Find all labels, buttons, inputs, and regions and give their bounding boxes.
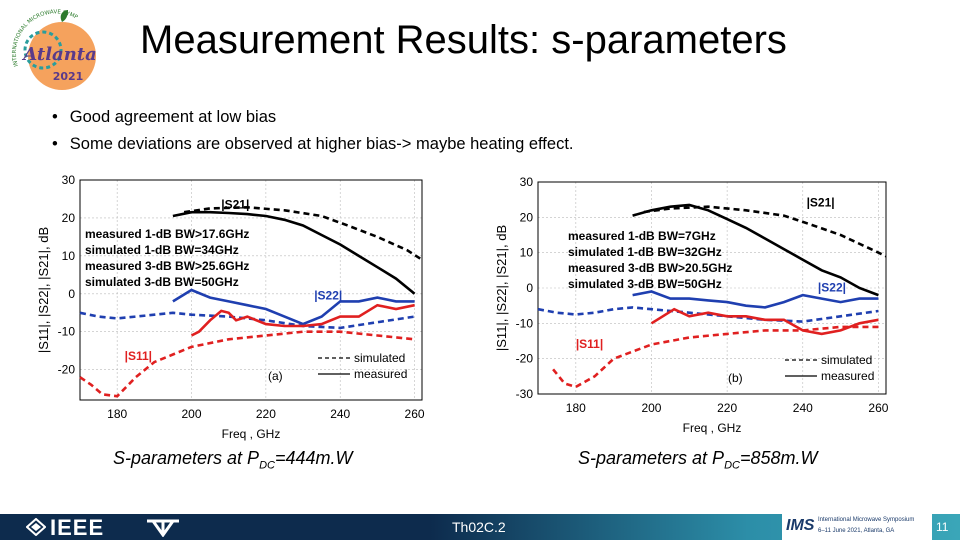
y-tick-label: -10 <box>58 325 76 339</box>
series-s21-dashed <box>643 205 887 258</box>
bandwidth-annotation: simulated 1-dB BW=34GHz <box>85 243 239 257</box>
y-tick-label: 30 <box>62 173 76 187</box>
x-tick-label: 180 <box>107 407 127 421</box>
ims-wordmark: IMS <box>786 517 815 534</box>
plot-frame <box>79 179 423 401</box>
x-tick-label: 220 <box>256 407 276 421</box>
s22-label: |S22| <box>314 288 342 302</box>
x-tick-label: 180 <box>566 401 586 415</box>
bullet-dot: • <box>52 108 58 126</box>
bandwidth-annotation: simulated 1-dB BW=32GHz <box>568 245 722 259</box>
panel-label: (b) <box>728 371 743 385</box>
bullet-item: • Good agreement at low bias <box>52 104 574 131</box>
series-s21-solid <box>172 210 416 295</box>
legend-label: measured <box>354 367 407 381</box>
panel-label: (a) <box>268 369 283 383</box>
leaf-icon <box>60 10 68 22</box>
y-tick-label: 20 <box>62 211 76 225</box>
caption-b: S-parameters at PDC=858m.W <box>578 448 818 472</box>
x-tick-label: 240 <box>793 401 813 415</box>
x-tick-label: 200 <box>641 401 661 415</box>
ims-footer-logo: IMS International Microwave Symposium 6–… <box>782 514 932 540</box>
bullet-text: Some deviations are observed at higher b… <box>69 135 574 153</box>
chart-a: 180 200 220 240 260 30 20 10 0 -10 -20 Freq , GHz |S… <box>36 173 425 441</box>
slide-title: Measurement Results: s-parameters <box>140 18 787 62</box>
s22-label: |S22| <box>818 281 846 295</box>
y-tick-label: 10 <box>62 249 76 263</box>
y-tick-label: 30 <box>520 175 534 189</box>
bullet-dot: • <box>52 135 58 153</box>
y-tick-label: -20 <box>516 352 534 366</box>
x-tick-label: 200 <box>182 407 202 421</box>
legend-label: simulated <box>354 351 405 365</box>
series-s11-solid <box>650 307 879 336</box>
y-tick-label: 0 <box>526 281 533 295</box>
x-tick-label: 260 <box>405 407 425 421</box>
series-s11-dashed <box>79 330 415 398</box>
bullet-list: • Good agreement at low bias • Some deviat… <box>52 104 574 158</box>
caption-a: S-parameters at PDC=444m.W <box>113 448 353 472</box>
y-tick-label: -10 <box>516 316 534 330</box>
ims-2021-atlanta-logo: Atlanta 2021 INTERNATIONAL MICROWAVE SYM… <box>8 6 97 90</box>
x-axis-label: Freq , GHz <box>683 421 742 435</box>
y-tick-label: -20 <box>58 363 76 377</box>
series-s11-solid <box>190 303 415 337</box>
y-axis-label: |S11|, |S22|, |S21|, dB <box>36 227 51 353</box>
y-tick-label: 0 <box>68 287 75 301</box>
chart-b: 180 200 220 240 260 30 20 10 0 -10 -20 -30 Freq , GH… <box>494 175 889 435</box>
ims-title: International Microwave Symposium <box>818 517 915 523</box>
logo-year: 2021 <box>53 70 84 83</box>
bandwidth-annotation: simulated 3-dB BW=50GHz <box>568 277 722 291</box>
ieee-diamond-icon <box>26 518 46 536</box>
session-code: Th02C.2 <box>452 519 506 535</box>
series-s22-solid <box>172 288 415 326</box>
bandwidth-annotation: measured 1-dB BW>17.6GHz <box>85 227 249 241</box>
y-tick-label: 20 <box>520 210 534 224</box>
bandwidth-annotation: measured 1-dB BW=7GHz <box>568 229 716 243</box>
legend-label: simulated <box>821 353 872 367</box>
x-tick-label: 260 <box>868 401 888 415</box>
x-axis-label: Freq , GHz <box>222 427 281 441</box>
s21-label: |S21| <box>807 196 835 210</box>
bandwidth-annotation: simulated 3-dB BW=50GHz <box>85 275 239 289</box>
y-tick-label: 10 <box>520 246 534 260</box>
legend-label: measured <box>821 369 874 383</box>
ims-dates: 6–11 June 2021, Atlanta, GA <box>818 528 895 534</box>
logo-city: Atlanta <box>21 44 97 65</box>
x-tick-label: 240 <box>330 407 350 421</box>
plot-frame <box>537 181 887 395</box>
series-s22-dashed <box>79 311 415 330</box>
series-s21-solid <box>632 203 879 297</box>
s11-label: |S11| <box>125 349 152 363</box>
bullet-text: Good agreement at low bias <box>69 108 277 126</box>
ieee-wordmark: IEEE <box>50 515 105 540</box>
series-s22-solid <box>632 290 879 309</box>
s21-label: |S21| <box>221 197 249 211</box>
page-number: 11 <box>936 520 949 534</box>
bandwidth-annotation: measured 3-dB BW>20.5GHz <box>568 261 732 275</box>
y-tick-label: -30 <box>516 387 534 401</box>
bullet-item: • Some deviations are observed at higher … <box>52 131 574 158</box>
mtt-logo-icon <box>147 519 179 537</box>
bandwidth-annotation: measured 3-dB BW>25.6GHz <box>85 259 249 273</box>
x-tick-label: 220 <box>717 401 737 415</box>
s11-label: |S11| <box>576 337 603 351</box>
y-axis-label: |S11|, |S22|, |S21|, dB <box>494 225 509 351</box>
series-s22-dashed <box>537 306 879 323</box>
